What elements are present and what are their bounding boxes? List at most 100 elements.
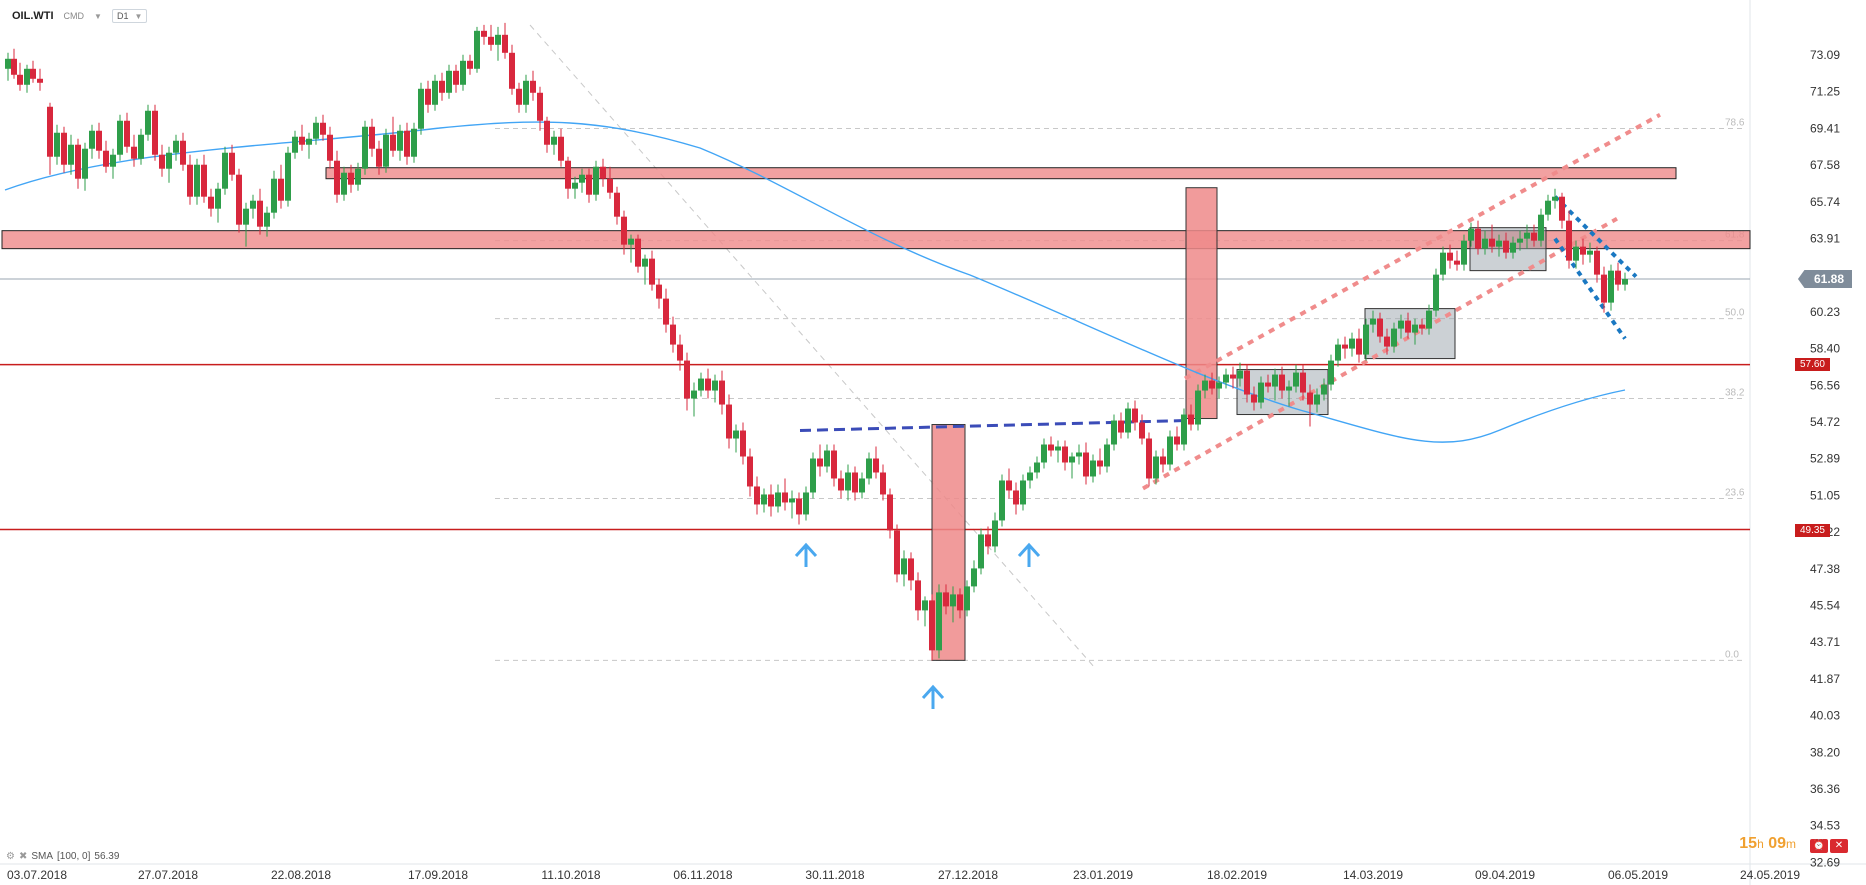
candle-body	[1258, 382, 1264, 403]
candle-body	[516, 88, 522, 105]
candle-body	[425, 88, 431, 105]
fibonacci-label: 0.0	[1725, 649, 1739, 660]
candle-body	[726, 404, 732, 439]
candle-body	[1118, 420, 1124, 433]
candle-body	[1314, 394, 1320, 405]
candle-body	[1244, 370, 1250, 395]
candle-body	[24, 68, 30, 85]
indicator-value: 56.39	[94, 851, 120, 862]
candle-body	[250, 200, 256, 209]
candle-body	[677, 344, 683, 361]
candle-body	[1440, 252, 1446, 275]
neckline	[799, 419, 1187, 433]
candle-body	[1062, 446, 1068, 463]
candle-body	[943, 592, 949, 607]
candle-body	[1608, 270, 1614, 303]
candle-body	[362, 126, 368, 169]
candle-body	[131, 146, 137, 159]
resistance-zone	[1, 230, 1751, 250]
candle-body	[1307, 392, 1313, 405]
candle-body	[376, 148, 382, 167]
candle-body	[999, 480, 1005, 521]
close-icon[interactable]: ✖	[18, 851, 28, 862]
candle-body	[1181, 414, 1187, 445]
candle-body	[257, 200, 263, 227]
candle-body	[229, 152, 235, 175]
candle-body	[915, 580, 921, 611]
candle-body	[502, 34, 508, 53]
candle-body	[110, 154, 116, 167]
candle-body	[1027, 472, 1033, 481]
candle-body	[1174, 436, 1180, 445]
candle-body	[1223, 374, 1229, 383]
candle-body	[544, 120, 550, 145]
candle-body	[5, 58, 11, 69]
candle-body	[285, 152, 291, 201]
candle-body	[1048, 444, 1054, 451]
candle-body	[369, 126, 375, 149]
candle-body	[446, 70, 452, 93]
candle-body	[187, 164, 193, 197]
candle-body	[866, 458, 872, 479]
fibonacci-label: 50.0	[1725, 308, 1745, 319]
candle-body	[47, 106, 53, 157]
candle-body	[985, 534, 991, 547]
chevron-down-icon[interactable]: ▼	[94, 11, 102, 21]
x-tick-label: 03.07.2018	[7, 868, 67, 882]
candle-body	[852, 472, 858, 493]
candle-body	[901, 558, 907, 575]
candle-body	[117, 120, 123, 155]
candle-body	[439, 80, 445, 93]
candle-body	[1363, 324, 1369, 355]
candle-body	[978, 534, 984, 569]
x-tick-label: 24.05.2019	[1740, 868, 1800, 882]
candle-body	[1125, 408, 1131, 433]
x-tick-label: 14.03.2019	[1343, 868, 1403, 882]
x-tick-label: 18.02.2019	[1207, 868, 1267, 882]
candle-body	[614, 192, 620, 217]
candle-body	[1160, 456, 1166, 465]
candle-body	[306, 138, 312, 145]
candle-body	[292, 136, 298, 153]
candle-body	[1055, 446, 1061, 451]
timer-minutes-unit: m	[1786, 837, 1796, 851]
candle-body	[1538, 214, 1544, 241]
candle-body	[1601, 274, 1607, 303]
candle-body	[1587, 250, 1593, 255]
candle-body	[740, 430, 746, 457]
y-tick-label: 47.38	[1810, 562, 1840, 576]
candle-body	[1426, 310, 1432, 329]
candle-body	[96, 130, 102, 151]
candle-body	[936, 592, 942, 651]
alarm-icon[interactable]: ⏰	[1810, 839, 1828, 853]
candle-body	[705, 378, 711, 391]
candle-body	[992, 520, 998, 547]
candle-body	[1398, 320, 1404, 329]
candle-body	[712, 380, 718, 391]
candle-body	[1594, 250, 1600, 275]
current-price-label: 61.88	[1797, 270, 1852, 288]
close-icon[interactable]: ✕	[1830, 839, 1848, 853]
candle-body	[481, 30, 487, 37]
candle-body	[607, 178, 613, 193]
candle-body	[1111, 420, 1117, 445]
candle-body	[1279, 374, 1285, 391]
timeframe-select[interactable]: D1 ▼	[111, 9, 148, 23]
indicator-legend[interactable]: ⚙ ✖ SMA [100, 0] 56.39	[6, 851, 119, 862]
x-tick-label: 30.11.2018	[805, 868, 864, 882]
settings-icon[interactable]: ⚙	[6, 851, 15, 862]
candle-body	[698, 378, 704, 391]
candle-body	[1132, 408, 1138, 423]
instrument-symbol[interactable]: OIL.WTI	[12, 10, 54, 22]
indicator-name: SMA	[31, 851, 54, 862]
x-tick-label: 17.09.2018	[408, 868, 468, 882]
y-tick-label: 51.05	[1810, 488, 1840, 502]
chart-controls: ⏰ ✕	[1810, 839, 1848, 853]
candle-body	[957, 594, 963, 611]
candle-body	[1615, 270, 1621, 285]
candle-body	[1237, 370, 1243, 379]
candle-body	[1230, 374, 1236, 379]
fibonacci-trend-line	[529, 24, 1096, 669]
candle-body	[782, 492, 788, 503]
